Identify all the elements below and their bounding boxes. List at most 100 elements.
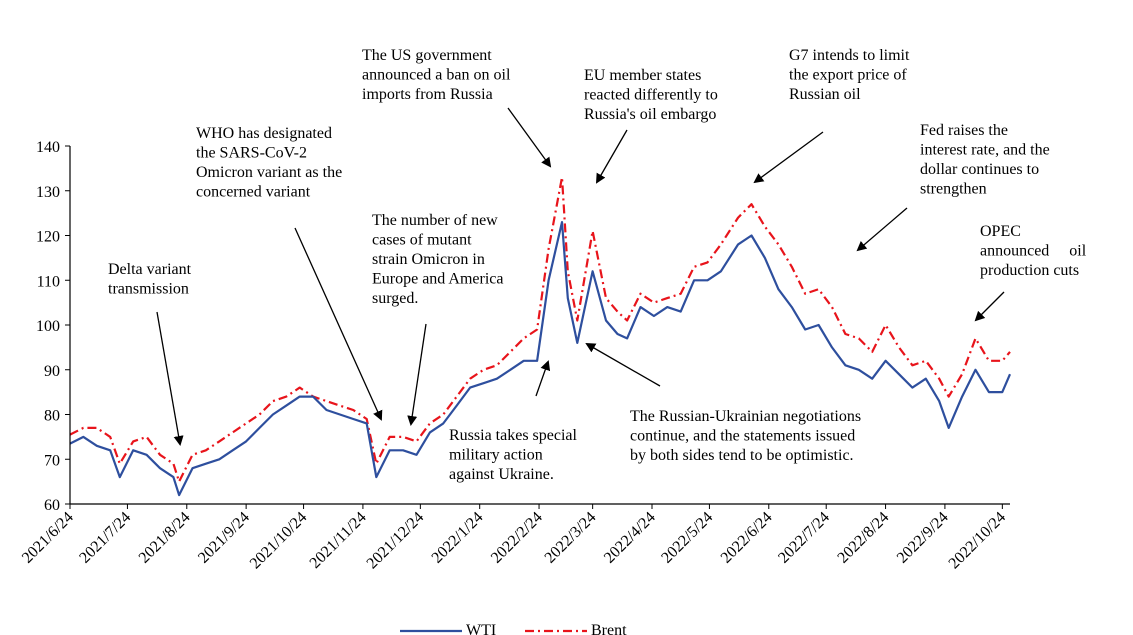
legend: WTI Brent <box>400 622 627 635</box>
annotation-eu-embargo: EU member states reacted differently to Ru… <box>584 67 718 184</box>
annotation-arrow <box>856 207 908 252</box>
y-tick-label: 70 <box>44 452 60 469</box>
annotation-arrow <box>535 360 551 397</box>
annotation-arrow <box>753 131 824 184</box>
annotation-line: G7 intends to limit <box>789 47 910 64</box>
annotation-delta: Delta variant transmission <box>108 261 192 446</box>
legend-label: Brent <box>591 622 627 635</box>
annotation-line: EU member states <box>584 67 701 84</box>
annotation-arrow <box>156 311 184 446</box>
annotation-arrow <box>974 291 1005 322</box>
annotation-line: announced a ban on oil <box>362 67 511 84</box>
annotation-line: imports from Russia <box>362 86 493 103</box>
annotation-line: Delta variant <box>108 261 192 278</box>
annotation-opec: OPEC announced oil production cuts <box>974 223 1087 322</box>
annotation-russia-action: Russia takes special military action again… <box>449 360 578 483</box>
annotation-line: cases of mutant <box>372 232 472 249</box>
annotation-line: the SARS-CoV-2 <box>196 145 307 162</box>
annotation-line: dollar continues to <box>920 161 1039 178</box>
annotation-line: interest rate, and the <box>920 142 1050 159</box>
annotation-line: The US government <box>362 47 492 64</box>
annotation-line: Fed raises the <box>920 122 1008 139</box>
x-tick-label: 2021/12/24 <box>364 509 428 573</box>
y-tick-label: 80 <box>44 408 60 425</box>
annotation-arrow <box>507 107 552 168</box>
annotation-line: against Ukraine. <box>449 466 554 483</box>
annotation-line: The Russian-Ukrainian negotiations <box>630 408 861 425</box>
annotation-text: G7 intends to limit the export price of Ru… <box>789 47 910 103</box>
y-tick-label: 90 <box>44 363 60 380</box>
plot-lines <box>69 176 1012 497</box>
annotation-text: The Russian-Ukrainian negotiations contin… <box>630 408 861 464</box>
y-tick-label: 140 <box>36 139 60 156</box>
x-tick-label: 2021/8/24 <box>136 509 194 567</box>
annotation-omicron-cases: The number of new cases of mutant strain O… <box>372 212 504 426</box>
annotation-line: Russia's oil embargo <box>584 106 716 123</box>
annotation-line: reacted differently to <box>584 87 718 104</box>
x-tick-label: 2021/11/24 <box>307 509 370 572</box>
annotation-line: announced oil <box>980 243 1087 260</box>
x-tick-label: 2021/9/24 <box>195 509 253 567</box>
annotation-line: Russia takes special <box>449 427 578 444</box>
annotation-g7: G7 intends to limit the export price of Ru… <box>753 47 910 184</box>
annotation-negotiations: The Russian-Ukrainian negotiations contin… <box>585 343 861 464</box>
annotation-arrow <box>407 323 427 426</box>
x-tick-label: 2021/6/24 <box>19 509 77 567</box>
x-tick-label: 2022/9/24 <box>894 509 952 567</box>
y-tick-label: 60 <box>44 497 60 514</box>
annotations: Delta variant transmission WHO has designa… <box>108 47 1087 483</box>
annotation-text: Fed raises the interest rate, and the doll… <box>920 122 1050 198</box>
annotation-text: Russia takes special military action again… <box>449 427 578 483</box>
annotation-line: transmission <box>108 281 189 298</box>
x-tick-label: 2021/7/24 <box>76 509 134 567</box>
annotation-arrow <box>294 227 383 421</box>
x-tick-label: 2022/5/24 <box>658 509 716 567</box>
annotation-text: WHO has designated the SARS-CoV-2 Omicron … <box>196 125 342 201</box>
legend-item-brent: Brent <box>525 622 627 635</box>
annotation-line: Omicron variant as the <box>196 164 342 181</box>
series-line-brent <box>69 176 1011 483</box>
annotation-text: Delta variant transmission <box>108 261 192 298</box>
annotation-line: surged. <box>372 290 418 307</box>
annotation-text: EU member states reacted differently to Ru… <box>584 67 718 123</box>
annotation-line: OPEC <box>980 223 1021 240</box>
annotation-line: strengthen <box>920 181 987 198</box>
annotation-arrow <box>596 129 628 184</box>
series-line-wti <box>69 221 1012 497</box>
annotation-line: continue, and the statements issued <box>630 428 855 445</box>
y-tick-label: 110 <box>37 273 60 290</box>
x-tick-label: 2022/3/24 <box>542 509 600 567</box>
x-tick-label: 2022/8/24 <box>834 509 892 567</box>
x-tick-label: 2022/10/24 <box>946 509 1010 573</box>
annotation-text: The number of new cases of mutant strain O… <box>372 212 504 307</box>
annotation-who: WHO has designated the SARS-CoV-2 Omicron … <box>196 125 383 421</box>
annotation-line: WHO has designated <box>196 125 332 142</box>
annotation-line: the export price of <box>789 67 907 84</box>
annotation-arrow <box>585 343 661 387</box>
x-tick-label: 2022/4/24 <box>601 509 659 567</box>
axes: 60 70 80 90 100 110 120 130 140 2021/6/24 2021/7/2… <box>19 139 1010 572</box>
annotation-line: strain Omicron in <box>372 251 485 268</box>
y-tick-label: 120 <box>36 229 60 246</box>
annotation-line: by both sides tend to be optimistic. <box>630 447 854 464</box>
annotation-line: concerned variant <box>196 184 311 201</box>
x-tick-label: 2021/10/24 <box>247 509 311 573</box>
legend-label: WTI <box>466 622 496 635</box>
annotation-line: The number of new <box>372 212 498 229</box>
y-tick-label: 100 <box>36 318 60 335</box>
x-tick-label: 2022/1/24 <box>429 509 487 567</box>
y-tick-label: 130 <box>36 184 60 201</box>
annotation-us-ban: The US government announced a ban on oil i… <box>362 47 552 168</box>
legend-item-wti: WTI <box>400 622 496 635</box>
annotation-line: production cuts <box>980 262 1079 279</box>
x-tick-label: 2022/2/24 <box>488 509 546 567</box>
annotation-line: Russian oil <box>789 86 861 103</box>
annotation-line: Europe and America <box>372 271 504 288</box>
annotation-text: OPEC announced oil production cuts <box>980 223 1087 279</box>
annotation-text: The US government announced a ban on oil i… <box>362 47 511 103</box>
annotation-line: military action <box>449 447 543 464</box>
x-tick-label: 2022/7/24 <box>775 509 833 567</box>
x-tick-label: 2022/6/24 <box>718 509 776 567</box>
annotation-fed: Fed raises the interest rate, and the doll… <box>856 122 1050 252</box>
